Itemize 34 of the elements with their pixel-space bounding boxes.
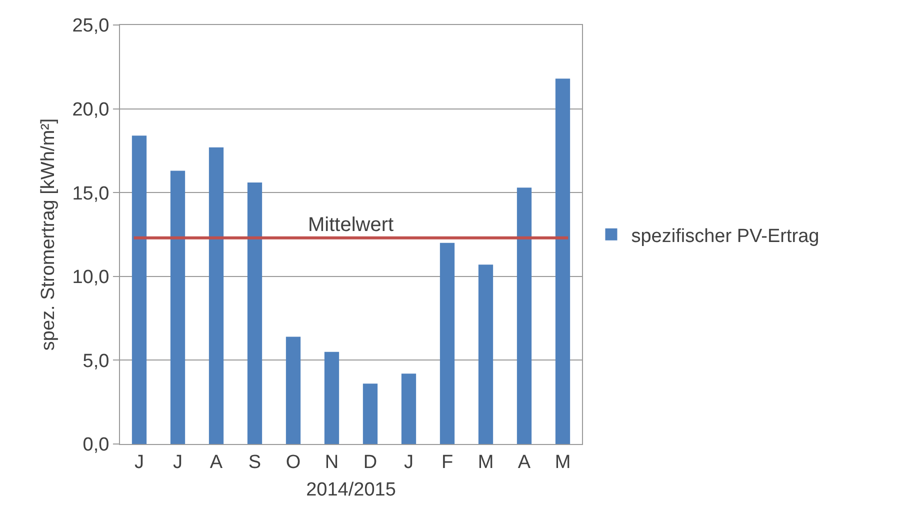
bar [478, 264, 494, 444]
x-tick-label: J [173, 452, 182, 473]
bar [132, 136, 147, 444]
y-axis-title: spez. Stromertrag [kWh/m²] [38, 118, 60, 351]
x-axis-title: 2014/2015 [306, 480, 396, 501]
y-tick-label: 25,0 [72, 16, 110, 37]
ref-line-label: Mittelwert [308, 214, 394, 236]
y-tick-label: 15,0 [72, 183, 110, 204]
x-tick-label: J [404, 452, 414, 473]
x-tick-label: J [134, 452, 144, 473]
bar [362, 384, 378, 444]
bar [170, 170, 186, 444]
bar [247, 182, 262, 444]
bar [516, 188, 532, 444]
x-tick-label: M [478, 452, 494, 473]
x-tick-label: A [210, 452, 223, 473]
x-tick-label: A [518, 452, 531, 473]
legend-label: spezifischer PV-Ertrag [631, 226, 820, 247]
x-tick-label: M [554, 452, 571, 473]
x-tick-label: S [248, 452, 262, 473]
y-tick-label: 5,0 [82, 350, 110, 372]
bar [555, 78, 570, 444]
x-tick-label: F [441, 452, 454, 473]
bar [286, 336, 301, 444]
x-tick-label: N [324, 452, 339, 473]
y-tick-label: 20,0 [72, 99, 110, 120]
bar [440, 242, 455, 444]
y-tick-label: 10,0 [72, 267, 110, 288]
x-tick-label: O [286, 452, 301, 473]
bar [401, 374, 416, 444]
y-tick-label: 0,0 [82, 434, 110, 456]
x-tick-label: D [363, 452, 378, 473]
bar [208, 147, 224, 444]
bar [324, 352, 340, 444]
